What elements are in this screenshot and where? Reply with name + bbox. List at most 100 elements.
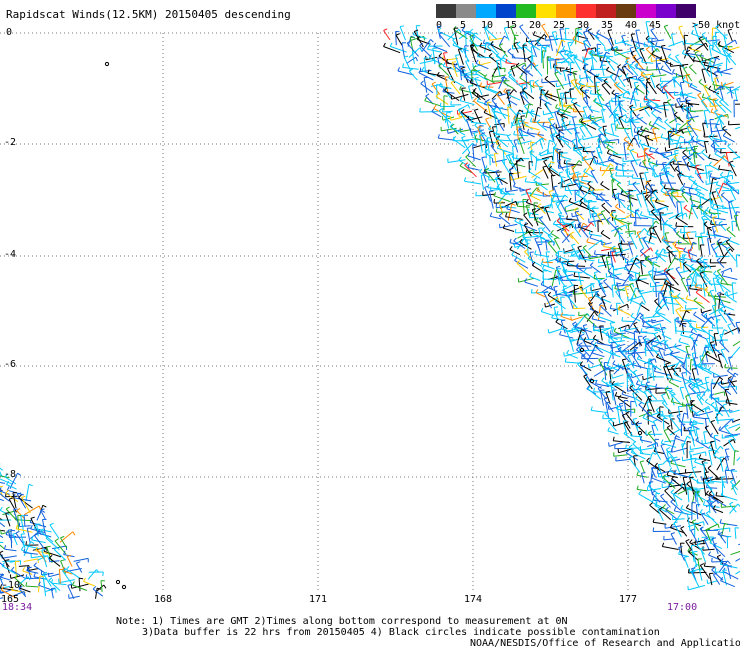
wind-barb bbox=[23, 515, 26, 527]
wind-barb-feather bbox=[637, 75, 642, 79]
wind-barb-feather bbox=[683, 204, 688, 209]
wind-barb-feather bbox=[686, 231, 691, 234]
wind-barb-feather bbox=[554, 306, 559, 308]
wind-barb bbox=[689, 567, 703, 573]
wind-barb bbox=[704, 409, 711, 423]
wind-barb bbox=[637, 153, 653, 158]
wind-barb bbox=[675, 135, 681, 149]
wind-barb bbox=[721, 494, 738, 501]
wind-barb-feather bbox=[698, 192, 702, 197]
wind-barb-feather bbox=[617, 305, 621, 310]
wind-barb bbox=[555, 107, 571, 114]
wind-barb-feather bbox=[654, 501, 658, 506]
wind-barb bbox=[513, 240, 526, 249]
wind-barb-feather bbox=[505, 58, 508, 63]
wind-barb-feather bbox=[597, 312, 601, 317]
wind-barb-feather bbox=[632, 181, 637, 185]
wind-barb bbox=[547, 165, 559, 174]
wind-barb-feather bbox=[629, 104, 634, 108]
wind-barb bbox=[578, 314, 589, 317]
wind-barb bbox=[467, 155, 481, 161]
wind-barb bbox=[498, 76, 505, 90]
wind-barb-feather bbox=[711, 379, 713, 384]
wind-barb bbox=[669, 391, 682, 405]
wind-barb-feather bbox=[430, 39, 434, 43]
wind-barb-feather bbox=[633, 369, 638, 373]
wind-barb bbox=[729, 188, 737, 201]
wind-barb bbox=[562, 49, 574, 54]
wind-barb bbox=[668, 212, 683, 220]
wind-barb bbox=[490, 188, 505, 192]
wind-barb bbox=[639, 49, 647, 65]
wind-barb bbox=[570, 101, 581, 107]
wind-barb bbox=[695, 439, 710, 449]
wind-barb-feather bbox=[458, 28, 462, 33]
wind-barb-feather bbox=[674, 128, 679, 132]
wind-barb-feather bbox=[692, 519, 697, 522]
wind-barb-feather bbox=[643, 106, 648, 109]
wind-barb bbox=[652, 420, 659, 431]
wind-barb-feather bbox=[580, 118, 584, 122]
wind-barb bbox=[627, 388, 642, 392]
wind-barb bbox=[0, 509, 10, 516]
wind-barb bbox=[715, 124, 723, 142]
wind-barb-feather bbox=[545, 206, 550, 209]
colorbar-swatch bbox=[656, 4, 676, 18]
wind-barb-feather bbox=[625, 410, 630, 414]
colorbar-swatch bbox=[536, 4, 556, 18]
wind-barb bbox=[640, 247, 651, 256]
wind-barb-feather bbox=[590, 340, 595, 344]
wind-barb-feather bbox=[611, 46, 613, 51]
wind-barb bbox=[596, 214, 604, 225]
wind-barb-feather bbox=[711, 343, 716, 347]
wind-barb-feather bbox=[519, 74, 523, 78]
wind-barb bbox=[640, 447, 653, 451]
wind-barb-feather bbox=[542, 165, 547, 168]
wind-barb bbox=[566, 218, 579, 221]
wind-barb bbox=[721, 189, 739, 192]
wind-barb bbox=[703, 219, 705, 234]
wind-barb bbox=[631, 422, 642, 426]
wind-barb-feather bbox=[647, 100, 652, 105]
wind-barb bbox=[27, 568, 39, 572]
wind-barb bbox=[415, 25, 419, 39]
wind-barb-feather bbox=[687, 378, 692, 382]
wind-barb bbox=[601, 255, 607, 268]
wind-barb bbox=[649, 198, 659, 214]
wind-barb bbox=[713, 508, 724, 514]
wind-barb-feather bbox=[680, 386, 685, 389]
wind-barb bbox=[697, 206, 708, 215]
wind-barb-feather bbox=[555, 201, 560, 204]
wind-barb-feather bbox=[653, 331, 658, 335]
wind-barb bbox=[562, 127, 576, 131]
wind-barb-feather bbox=[699, 266, 704, 270]
wind-barb bbox=[582, 247, 592, 257]
wind-barb bbox=[639, 290, 653, 295]
wind-barb-feather bbox=[459, 96, 463, 101]
wind-barb bbox=[633, 331, 636, 346]
wind-barb-feather bbox=[37, 547, 42, 551]
wind-barb-feather bbox=[536, 131, 541, 135]
wind-barb-feather bbox=[664, 60, 669, 63]
wind-barb bbox=[522, 235, 540, 239]
wind-barb-feather bbox=[490, 143, 495, 147]
wind-barb-feather bbox=[472, 65, 477, 69]
wind-barb bbox=[513, 43, 519, 53]
wind-barb-feather bbox=[592, 158, 596, 163]
wind-barb bbox=[703, 462, 706, 479]
wind-barb-feather bbox=[533, 62, 537, 67]
wind-barb bbox=[560, 67, 574, 72]
wind-barb-feather bbox=[579, 185, 583, 190]
wind-barb bbox=[618, 233, 622, 251]
wind-barb bbox=[735, 254, 738, 268]
wind-barb-feather bbox=[555, 256, 559, 261]
wind-barb-feather bbox=[43, 571, 48, 575]
wind-barb bbox=[597, 139, 603, 155]
wind-barb bbox=[530, 41, 537, 58]
wind-barb-feather bbox=[621, 38, 625, 43]
wind-barb bbox=[656, 356, 672, 364]
wind-barb-feather bbox=[655, 492, 660, 495]
wind-barb-feather bbox=[498, 43, 504, 46]
wind-barb bbox=[697, 270, 713, 273]
wind-barb-feather bbox=[431, 81, 436, 85]
